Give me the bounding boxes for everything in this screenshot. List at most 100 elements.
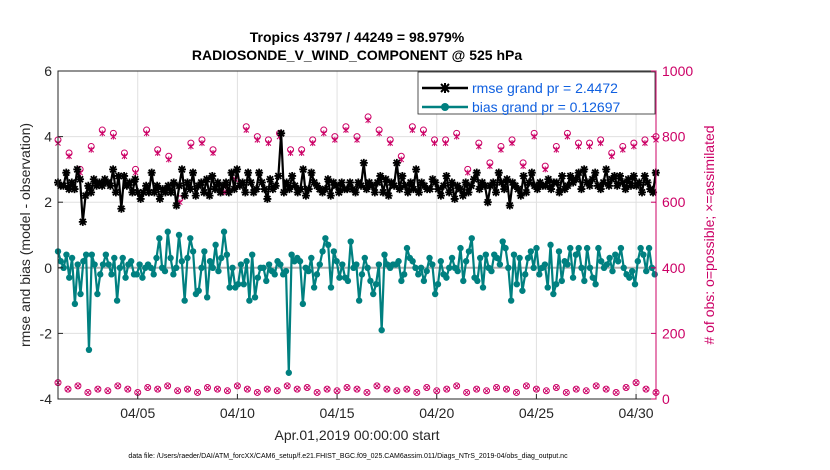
bias-point (94, 290, 101, 298)
obs-possible-marker (293, 385, 301, 393)
rmse-point (472, 168, 481, 177)
rmse-point (577, 185, 586, 194)
obs-assimilated-marker (553, 385, 559, 390)
bias-point (620, 264, 627, 271)
rmse-point (307, 168, 316, 177)
bias-point (71, 300, 79, 308)
obs-assimilated-marker (254, 136, 261, 143)
rmse-point (244, 168, 253, 177)
rmse-point (59, 181, 68, 190)
rmse-point (409, 185, 418, 194)
obs-assimilated-marker (434, 388, 440, 394)
obs-assimilated-marker (442, 140, 449, 147)
bias-point (234, 281, 242, 288)
obs-possible-marker (263, 385, 271, 393)
rmse-point (332, 181, 341, 190)
bias-point (77, 290, 84, 298)
bias-point (372, 281, 380, 288)
legend: rmse grand pr = 2.4472 bias grand pr = 0… (417, 71, 656, 115)
rmse-point (439, 181, 448, 190)
rmse-point (618, 178, 627, 187)
obs-assimilated-marker (66, 153, 72, 160)
bias-point (85, 346, 93, 353)
rmse-point (260, 185, 269, 194)
y2-tick-label: 0 (662, 391, 670, 407)
bias-point (310, 284, 318, 291)
rmse-point (120, 171, 129, 180)
bias-point (569, 274, 577, 281)
rmse-point (315, 185, 324, 194)
rmse-point (593, 181, 602, 190)
rmse-point (81, 191, 90, 200)
y-tick-label: -4 (40, 391, 53, 407)
obs-possible-marker (313, 388, 321, 396)
bias-point (313, 271, 321, 278)
bias-point (344, 277, 352, 285)
bias-point (564, 261, 571, 268)
obs-possible-marker (493, 384, 501, 392)
rmse-point (613, 181, 622, 190)
rmse-point (321, 185, 330, 194)
obs-possible-marker (463, 388, 471, 396)
rmse-point (114, 171, 123, 180)
bias-point (305, 267, 312, 275)
rmse-point (458, 191, 467, 200)
bias-point (426, 254, 433, 262)
bias-point (127, 258, 135, 265)
obs-assimilated-marker (586, 143, 593, 150)
obs-assimilated-marker (185, 386, 190, 392)
obs-assimilated-marker (374, 383, 380, 389)
rmse-point (351, 188, 360, 197)
rmse-point (263, 194, 272, 203)
bias-point (547, 241, 554, 249)
rmse-point (299, 165, 308, 174)
bias-point (263, 277, 270, 285)
bias-point (265, 261, 273, 268)
bias-point (522, 271, 529, 278)
bias-point (448, 254, 456, 262)
rmse-point (147, 168, 156, 177)
bias-point (97, 271, 104, 278)
rmse-point (125, 178, 134, 187)
bias-point (476, 254, 484, 262)
rmse-point (233, 165, 242, 174)
bias-point (201, 248, 208, 255)
obs-assimilated-marker (243, 127, 250, 134)
obs-possible-marker (393, 387, 401, 395)
bias-point (510, 251, 518, 258)
bias-point (381, 251, 388, 258)
rmse-point (596, 185, 605, 194)
bias-point (519, 287, 526, 294)
rmse-point (541, 181, 550, 190)
bias-point (499, 238, 506, 245)
bias-point (173, 264, 180, 271)
bias-point (63, 251, 70, 258)
rmse-point (571, 175, 580, 184)
obs-possible-marker (333, 387, 341, 395)
obs-possible-marker (522, 382, 530, 390)
rmse-point (387, 178, 396, 187)
bias-point (288, 251, 295, 258)
bias-point (99, 261, 107, 268)
rmse-point (109, 165, 118, 174)
rmse-point (177, 165, 186, 174)
bias-point (181, 297, 188, 304)
rmse-point (447, 178, 456, 187)
rmse-point (150, 188, 159, 197)
rmse-point (425, 185, 434, 194)
footnote: data file: /Users/raeder/DAI/ATM_forcXX/… (128, 453, 568, 460)
bias-point (626, 274, 633, 281)
bias-point (339, 261, 346, 268)
rmse-point (200, 188, 209, 197)
bias-point (161, 267, 169, 275)
obs-assimilated-marker (420, 130, 427, 137)
rmse-point (434, 185, 443, 194)
obs-possible-marker (373, 382, 381, 390)
obs-possible-marker (413, 388, 421, 396)
bias-point (505, 264, 512, 271)
obs-assimilated-marker (331, 136, 338, 143)
rmse-point (563, 181, 572, 190)
obs-assimilated-marker (334, 388, 340, 394)
bias-point (282, 267, 290, 275)
rmse-point (208, 171, 217, 180)
